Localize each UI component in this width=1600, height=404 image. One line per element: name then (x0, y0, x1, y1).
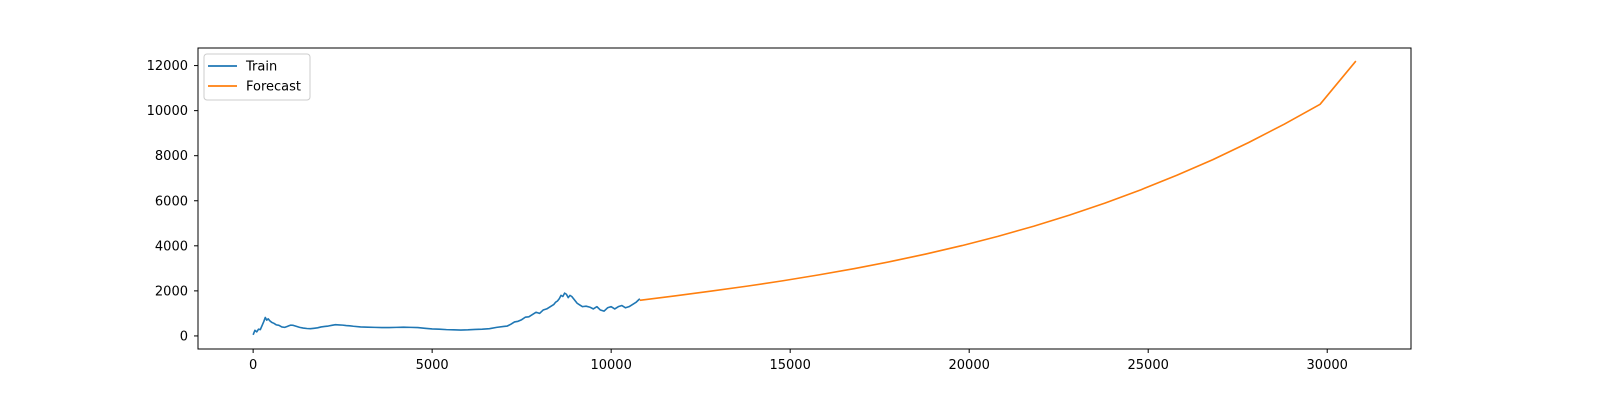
y-tick-label: 12000 (147, 59, 188, 74)
y-tick-label: 4000 (155, 239, 188, 254)
y-tick-label: 6000 (155, 194, 188, 209)
x-tick-label: 0 (249, 358, 257, 373)
y-tick-label: 8000 (155, 149, 188, 164)
y-tick-label: 10000 (147, 104, 188, 119)
y-axis-ticks: 0 2000 4000 6000 8000 10000 12000 (147, 59, 198, 344)
x-tick-label: 15000 (769, 358, 810, 373)
x-axis-ticks: 0 5000 10000 15000 20000 25000 30000 (249, 349, 1348, 373)
x-tick-label: 5000 (416, 358, 449, 373)
legend-label-train: Train (245, 60, 277, 75)
y-tick-label: 2000 (155, 284, 188, 299)
series-line-forecast (639, 60, 1357, 302)
x-tick-label: 25000 (1128, 358, 1169, 373)
x-tick-label: 30000 (1307, 358, 1348, 373)
x-tick-label: 20000 (949, 358, 990, 373)
plot-lines (252, 60, 1357, 336)
series-line-train (252, 292, 641, 336)
y-tick-label: 0 (180, 329, 188, 344)
legend: Train Forecast (203, 53, 311, 101)
legend-label-forecast: Forecast (246, 80, 301, 95)
x-tick-label: 10000 (590, 358, 631, 373)
axes-frame (197, 47, 1412, 350)
